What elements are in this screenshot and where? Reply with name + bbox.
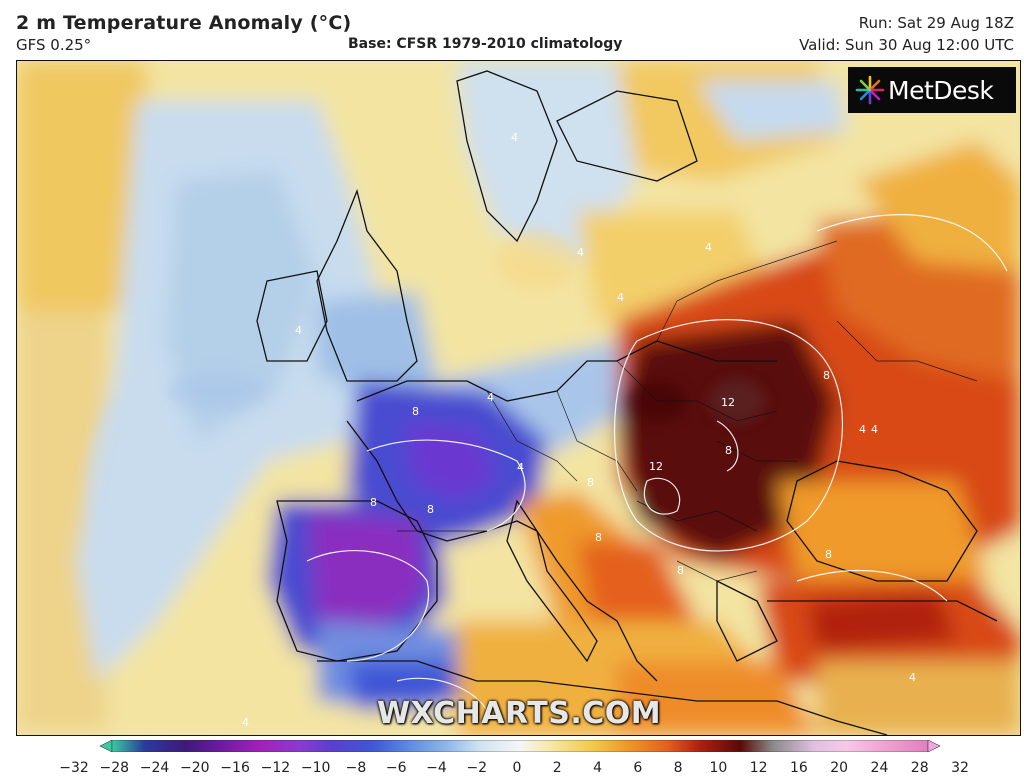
contour-label: 4 [859, 423, 866, 436]
climatology-base-label: Base: CFSR 1979-2010 climatology [348, 36, 623, 52]
anomaly-field [17, 61, 1020, 735]
contour-label: 8 [427, 503, 434, 516]
colorbar-tick-label: 0 [512, 760, 522, 776]
colorbar-tick-label: 2 [552, 760, 562, 776]
colorbar-tick-label: 12 [749, 760, 768, 776]
colorbar-tick-label: 16 [789, 760, 808, 776]
contour-label: 4 [909, 671, 916, 684]
metdesk-logo: MetDesk [848, 67, 1016, 113]
colorbar-arrow-right [927, 740, 941, 752]
colorbar: −32 −28 −24 −20 −16 −12 −10 −8 −6 −4 −2 0 2 4 6 8 10 12 16… [30, 738, 1010, 778]
contour-lines [306, 214, 1008, 712]
contour-label: 12 [649, 460, 663, 473]
valid-time-label: Valid: Sun 30 Aug 12:00 UTC [799, 36, 1014, 54]
colorbar-tick-label: −24 [139, 760, 170, 776]
contour-label: 8 [725, 444, 732, 457]
contour-label: 4 [487, 391, 494, 404]
colorbar-tick-label: −4 [426, 760, 447, 776]
chart-title: 2 m Temperature Anomaly (°C) [16, 12, 352, 34]
contour-label: 8 [823, 369, 830, 382]
contour-label: 12 [721, 396, 735, 409]
colorbar-gradient [99, 740, 941, 752]
contour-label: 8 [825, 548, 832, 561]
colorbar-tick-label: −8 [345, 760, 367, 776]
metdesk-burst-icon [855, 75, 885, 105]
contour-label: 4 [871, 423, 878, 436]
contour-label-group: 4 4 4 4 4 4 4 4 4 8 8 8 8 8 12 12 8 8 8 … [242, 131, 916, 729]
colorbar-tick-label: −6 [385, 760, 407, 776]
contour-label: 8 [370, 496, 377, 509]
contour-label: 4 [517, 461, 524, 474]
contour-label: 8 [412, 405, 419, 418]
colorbar-tick-label: 8 [673, 760, 683, 776]
wxcharts-watermark: WXCHARTS.COM [377, 696, 662, 731]
chart-header: 2 m Temperature Anomaly (°C) GFS 0.25° B… [0, 0, 1024, 58]
colorbar-tick-label: −10 [300, 760, 331, 776]
contour-label: 8 [587, 476, 594, 489]
contour-label: 4 [617, 291, 624, 304]
contour-label: 8 [677, 564, 684, 577]
coastlines [256, 70, 998, 735]
colorbar-tick-label: −2 [466, 760, 488, 776]
colorbar-tick-label: 24 [870, 760, 889, 776]
contour-label: 8 [595, 531, 602, 544]
colorbar-tick-label: −28 [99, 760, 130, 776]
borders [397, 240, 978, 582]
colorbar-tick-label: 4 [593, 760, 602, 776]
contour-label: 4 [577, 246, 584, 259]
colorbar-tick-label: −20 [180, 760, 210, 776]
contour-label: 4 [705, 241, 712, 254]
colorbar-tick-label: 6 [633, 760, 643, 776]
colorbar-tick-label: −16 [220, 760, 250, 776]
map-canvas: 4 4 4 4 4 4 4 4 4 8 8 8 8 8 12 12 8 8 8 … [17, 61, 1020, 735]
colorbar-arrow-left [99, 740, 113, 752]
contour-label: 4 [242, 716, 249, 729]
contour-label: 4 [295, 324, 302, 337]
colorbar-tick-label: 32 [951, 760, 969, 776]
colorbar-tick-label: 10 [709, 760, 728, 776]
colorbar-tick-label: 20 [830, 760, 849, 776]
colorbar-tick-label: −12 [260, 760, 291, 776]
metdesk-logo-text: MetDesk [888, 75, 994, 105]
colorbar-tick-label: −32 [59, 760, 89, 776]
run-time-label: Run: Sat 29 Aug 18Z [858, 14, 1014, 32]
colorbar-tick-label: 28 [910, 760, 929, 776]
contour-label: 4 [511, 131, 518, 144]
anomaly-map: 4 4 4 4 4 4 4 4 4 8 8 8 8 8 12 12 8 8 8 … [16, 60, 1021, 736]
model-label: GFS 0.25° [16, 36, 92, 54]
